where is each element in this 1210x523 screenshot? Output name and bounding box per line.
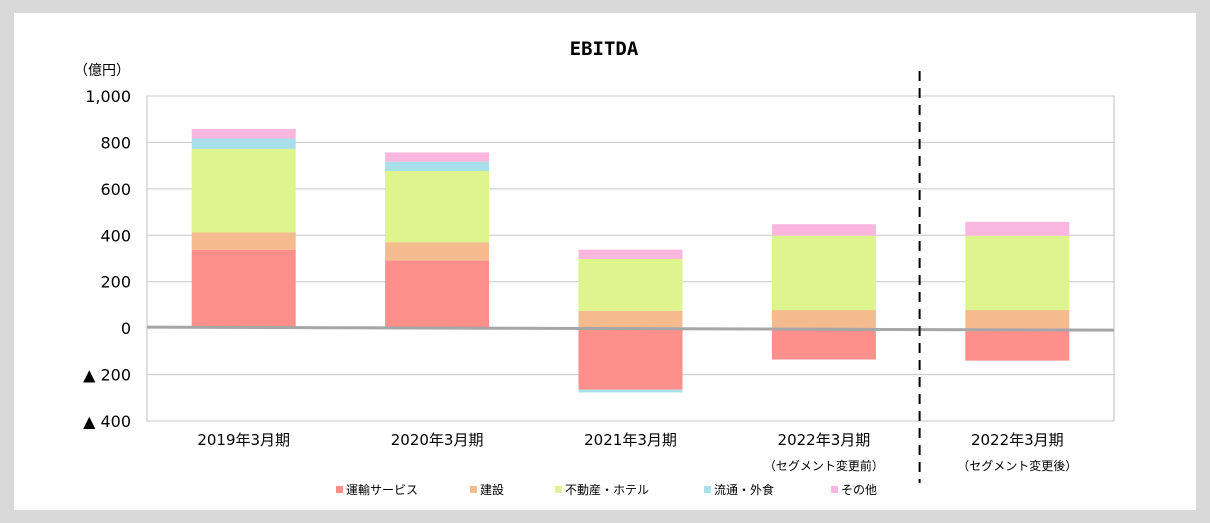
bar-segment xyxy=(771,310,876,329)
bar-segment xyxy=(191,232,296,250)
y-unit-label: （億円） xyxy=(74,63,130,79)
bar-segment xyxy=(965,221,1070,236)
bar-segment xyxy=(578,328,683,390)
axes xyxy=(146,71,1115,483)
bar-segment xyxy=(578,249,683,259)
x-tick-label: 2021年3月期 xyxy=(584,431,677,449)
y-tick-label: 0 xyxy=(121,319,131,338)
legend-swatch xyxy=(831,486,838,493)
ebitda-chart: EBITDA （億円） 1,000 800 600 400 200 0 ▲ 200 ▲ 400… xyxy=(74,38,1115,497)
y-tick-label: ▲ 400 xyxy=(83,412,131,431)
bar-segment xyxy=(578,310,683,329)
x-tick-label: 2022年3月期 xyxy=(971,431,1064,449)
bar-segment xyxy=(191,249,296,329)
gridlines xyxy=(146,95,1115,422)
bar-segment xyxy=(385,170,490,243)
zero-axis-line xyxy=(146,325,1115,332)
y-tick-label: 200 xyxy=(100,273,131,292)
legend: 運輸サービス 建設 不動産・ホテル 流通・外食 その他 xyxy=(336,482,877,497)
x-tick-sublabel: （セグメント変更後） xyxy=(957,458,1077,473)
legend-swatch xyxy=(704,486,711,493)
bar-segment xyxy=(771,328,876,360)
legend-swatch xyxy=(336,486,343,493)
legend-label: 不動産・ホテル xyxy=(565,482,649,497)
bar-segment xyxy=(965,310,1070,329)
bar-segment xyxy=(191,128,296,139)
bar-segment xyxy=(578,389,683,393)
bar-segment xyxy=(385,242,490,261)
x-tick-label: 2020年3月期 xyxy=(391,431,484,449)
bar-segment xyxy=(578,258,683,311)
bar-segment xyxy=(385,152,490,162)
y-tick-label: 1,000 xyxy=(85,87,131,106)
bar-segment xyxy=(191,148,296,233)
bar-segment xyxy=(771,224,876,236)
x-tick-label: 2019年3月期 xyxy=(197,431,290,449)
x-tick-label: 2022年3月期 xyxy=(778,431,871,449)
legend-label: 建設 xyxy=(480,482,504,497)
y-tick-label: 400 xyxy=(100,226,131,245)
y-tick-label: ▲ 200 xyxy=(83,366,131,385)
legend-label: 流通・外食 xyxy=(714,482,774,497)
chart-frame: EBITDA （億円） 1,000 800 600 400 200 0 ▲ 200 ▲ 400… xyxy=(14,13,1196,510)
bars xyxy=(191,128,1070,393)
bar-segment xyxy=(965,235,1070,311)
legend-swatch xyxy=(470,486,477,493)
tick-labels: 1,000 800 600 400 200 0 ▲ 200 ▲ 400 2019年3月期 2020… xyxy=(83,87,1077,473)
bar-segment xyxy=(385,260,490,329)
legend-swatch xyxy=(555,486,562,493)
y-tick-label: 800 xyxy=(100,133,131,152)
legend-label: 運輸サービス xyxy=(346,482,418,497)
x-tick-sublabel: （セグメント変更前） xyxy=(764,458,884,473)
bar-segment xyxy=(191,138,296,149)
bar-segment xyxy=(965,328,1070,361)
bar-segment xyxy=(385,161,490,171)
legend-label: その他 xyxy=(841,483,877,497)
bar-segment xyxy=(771,235,876,311)
chart-title: EBITDA xyxy=(570,38,639,60)
y-tick-label: 600 xyxy=(100,180,131,199)
